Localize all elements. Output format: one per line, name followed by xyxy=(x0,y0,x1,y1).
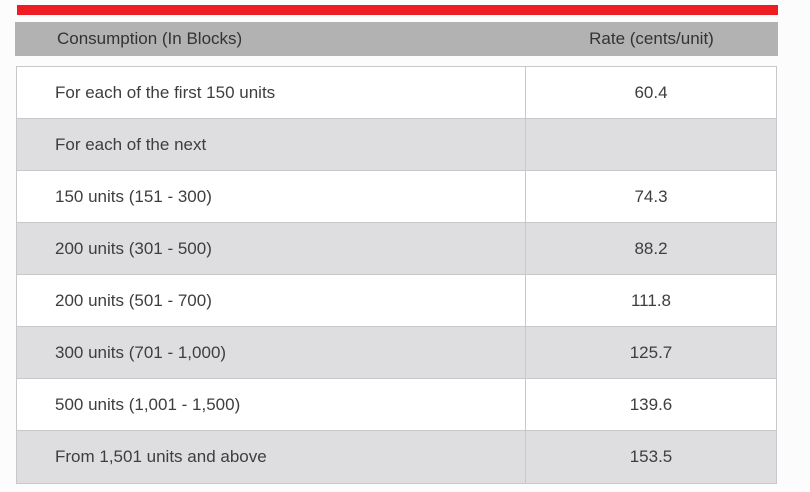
header-consumption-label: Consumption (In Blocks) xyxy=(57,29,243,48)
table-row: 150 units (151 - 300) 74.3 xyxy=(17,171,776,223)
rate-cell xyxy=(526,119,776,170)
consumption-cell: 300 units (701 - 1,000) xyxy=(17,327,526,378)
table-row: 200 units (501 - 700) 111.8 xyxy=(17,275,776,327)
consumption-cell: 150 units (151 - 300) xyxy=(17,171,526,222)
table-row: 200 units (301 - 500) 88.2 xyxy=(17,223,776,275)
rate-cell: 74.3 xyxy=(634,186,668,206)
rate-cell: 88.2 xyxy=(634,238,668,258)
rate-cell: 139.6 xyxy=(629,394,673,414)
consumption-cell: From 1,501 units and above xyxy=(17,431,526,483)
header-rate-label: Rate (cents/unit) xyxy=(589,29,714,48)
consumption-cell: 500 units (1,001 - 1,500) xyxy=(17,379,526,430)
table-row: For each of the first 150 units 60.4 xyxy=(17,67,776,119)
consumption-cell: For each of the first 150 units xyxy=(17,67,526,118)
rate-cell: 153.5 xyxy=(629,447,673,466)
table-row: 300 units (701 - 1,000) 125.7 xyxy=(17,327,776,379)
rate-cell: 60.4 xyxy=(634,82,668,102)
tariff-table-body: For each of the first 150 units 60.4 For… xyxy=(16,66,777,484)
table-row: From 1,501 units and above 153.5 xyxy=(17,431,776,483)
consumption-cell: For each of the next xyxy=(17,119,526,170)
rate-cell: 111.8 xyxy=(630,290,672,310)
table-row: For each of the next xyxy=(17,119,776,171)
table-row: 500 units (1,001 - 1,500) 139.6 xyxy=(17,379,776,431)
tariff-table-header: Consumption (In Blocks) Rate (cents/unit… xyxy=(15,22,778,56)
consumption-cell: 200 units (301 - 500) xyxy=(17,223,526,274)
rate-cell: 125.7 xyxy=(629,342,673,362)
consumption-cell: 200 units (501 - 700) xyxy=(17,275,526,326)
red-accent-bar xyxy=(17,5,778,15)
